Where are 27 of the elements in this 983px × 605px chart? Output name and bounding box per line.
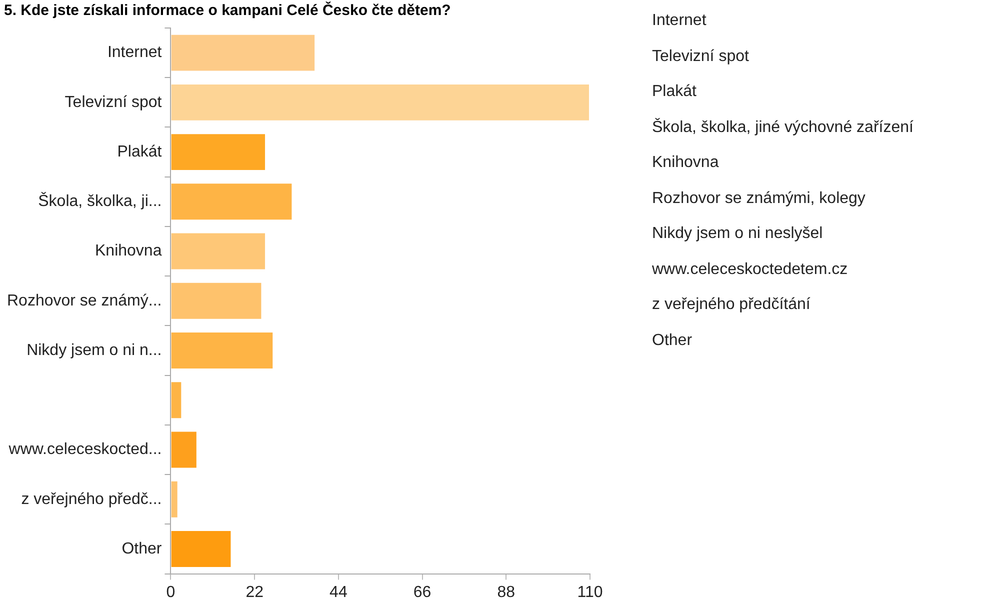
x-tick-label: 66 bbox=[413, 584, 432, 601]
text: Internet bbox=[652, 11, 708, 31]
y-tick-label: Škola, školka, ji... bbox=[38, 192, 162, 210]
text: z veřejného předčítání bbox=[652, 295, 812, 315]
y-tick-label: Rozhovor se známý... bbox=[6, 292, 162, 310]
y-tick-label: Plakát bbox=[117, 143, 162, 160]
y-tick-label: Other bbox=[122, 540, 162, 558]
text: Plakát bbox=[652, 82, 698, 102]
chart-title: 5. Kde jste získali informace o kampani Celé Česko čte dětem? bbox=[4, 1, 451, 20]
y-tick-label: Televizní spot bbox=[64, 94, 162, 111]
y-tick-label: z veřejného předč... bbox=[21, 490, 162, 508]
x-tick-label: 88 bbox=[497, 584, 516, 601]
text: Knihovna bbox=[652, 153, 720, 173]
text: Nikdy jsem o ni neslyšel bbox=[652, 224, 824, 244]
x-tick-label: 110 bbox=[577, 584, 603, 601]
text: Other bbox=[652, 330, 694, 350]
text: www.celeceskoctedetem.cz bbox=[652, 260, 849, 280]
x-tick-label: 44 bbox=[330, 584, 348, 601]
y-tick-label: Nikdy jsem o ni n... bbox=[26, 342, 162, 359]
text: Rozhovor se známými, kolegy bbox=[652, 188, 866, 208]
x-tick-label: 0 bbox=[166, 584, 176, 601]
y-tick-label: Internet bbox=[107, 44, 162, 62]
x-tick-label: 22 bbox=[246, 584, 264, 601]
text: Televizní spot bbox=[652, 46, 750, 66]
y-tick-label: Knihovna bbox=[95, 242, 162, 260]
y-tick-label: www.celeceskocted... bbox=[8, 441, 162, 458]
text: Škola, školka, jiné výchovné zařízení bbox=[652, 117, 914, 138]
